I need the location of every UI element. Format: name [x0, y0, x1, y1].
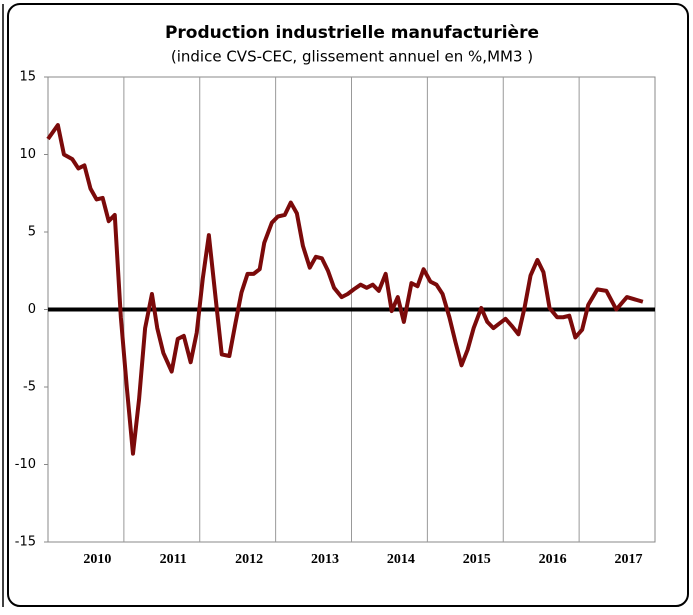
data-line: [46, 123, 644, 456]
x-tick-label: 2015: [463, 552, 491, 567]
y-tick-label: -5: [23, 380, 36, 395]
y-tick-label: 5: [28, 225, 36, 240]
x-tick-label: 2012: [235, 552, 263, 567]
x-tick-label: 2010: [83, 552, 111, 567]
chart-title: Production industrielle manufacturière: [165, 23, 539, 43]
chart-subtitle: (indice CVS-CEC, glissement annuel en %,…: [171, 48, 533, 66]
x-tick-label: 2013: [311, 552, 339, 567]
y-tick-label: -10: [15, 457, 36, 472]
y-tick-label: -15: [15, 535, 36, 550]
x-tick-label: 2014: [387, 552, 415, 567]
y-tick-label: 0: [28, 302, 36, 317]
x-tick-label: 2011: [160, 552, 187, 567]
frame: [7, 3, 689, 607]
y-tick-label: 15: [19, 70, 36, 85]
x-tick-label: 2016: [539, 552, 567, 567]
x-tick-label: 2017: [614, 552, 642, 567]
y-tick-label: 10: [19, 147, 36, 162]
